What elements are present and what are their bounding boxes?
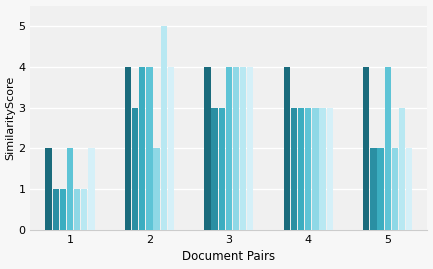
Bar — [291, 108, 297, 230]
Bar — [204, 67, 210, 230]
Bar — [326, 108, 333, 230]
Bar — [406, 148, 412, 230]
Bar — [139, 67, 145, 230]
Bar — [45, 148, 52, 230]
Bar — [392, 148, 398, 230]
Bar — [153, 148, 160, 230]
Bar — [247, 67, 253, 230]
X-axis label: Document Pairs: Document Pairs — [182, 250, 275, 263]
Bar — [233, 67, 239, 230]
Bar — [370, 148, 377, 230]
Bar — [81, 189, 87, 230]
Bar — [211, 108, 218, 230]
Bar — [305, 108, 311, 230]
Bar — [125, 67, 131, 230]
Bar — [168, 67, 174, 230]
Bar — [60, 189, 66, 230]
Bar — [67, 148, 73, 230]
Bar — [385, 67, 391, 230]
Bar — [132, 108, 138, 230]
Bar — [284, 67, 290, 230]
Bar — [226, 67, 232, 230]
Bar — [74, 189, 81, 230]
Bar — [363, 67, 369, 230]
Bar — [399, 108, 405, 230]
Bar — [312, 108, 319, 230]
Bar — [240, 67, 246, 230]
Bar — [298, 108, 304, 230]
Bar — [161, 26, 167, 230]
Y-axis label: SimilarityScore: SimilarityScore — [6, 76, 16, 160]
Bar — [320, 108, 326, 230]
Bar — [52, 189, 59, 230]
Bar — [378, 148, 384, 230]
Bar — [88, 148, 95, 230]
Bar — [146, 67, 152, 230]
Bar — [219, 108, 225, 230]
